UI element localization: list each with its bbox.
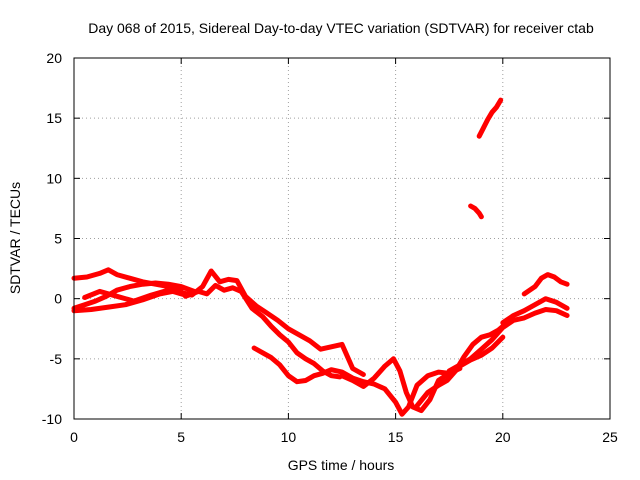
x-tick-label: 15	[388, 429, 404, 445]
x-tick-label: 5	[177, 429, 185, 445]
data-series-arc-6	[183, 282, 343, 380]
grid	[74, 58, 610, 419]
x-tick-label: 25	[602, 429, 618, 445]
data-series-arc-5	[178, 268, 366, 377]
y-axis-label: SDTVAR / TECUs	[7, 182, 23, 294]
y-tick-label: 15	[46, 110, 62, 126]
x-tick-label: 20	[495, 429, 511, 445]
y-tick-labels: -10 -5 0 5 10 15 20	[42, 50, 62, 427]
y-tick-label: 0	[54, 291, 62, 307]
data-series-arc-4	[82, 286, 184, 304]
x-tick-label: 10	[281, 429, 297, 445]
series-layer	[71, 97, 570, 417]
axis-ticks	[73, 57, 611, 420]
chart-title: Day 068 of 2015, Sidereal Day-to-day VTE…	[88, 20, 594, 36]
y-tick-label: 20	[46, 50, 62, 66]
data-series-arc-13	[476, 97, 504, 139]
data-series-arc-12	[521, 272, 570, 297]
y-tick-label: 10	[46, 170, 62, 186]
data-series-arc-11	[500, 296, 570, 326]
y-tick-label: -5	[50, 351, 63, 367]
y-tick-label: -10	[42, 411, 62, 427]
x-tick-label: 0	[70, 429, 78, 445]
data-series-arc-14	[468, 203, 484, 220]
x-tick-labels: 0 5 10 15 20 25	[70, 429, 618, 445]
x-axis-label: GPS time / hours	[288, 457, 395, 473]
data-series-arc-9	[414, 320, 510, 409]
data-series-arc-10	[446, 307, 570, 374]
y-tick-label: 5	[54, 231, 62, 247]
data-series-arc-2	[71, 280, 197, 311]
